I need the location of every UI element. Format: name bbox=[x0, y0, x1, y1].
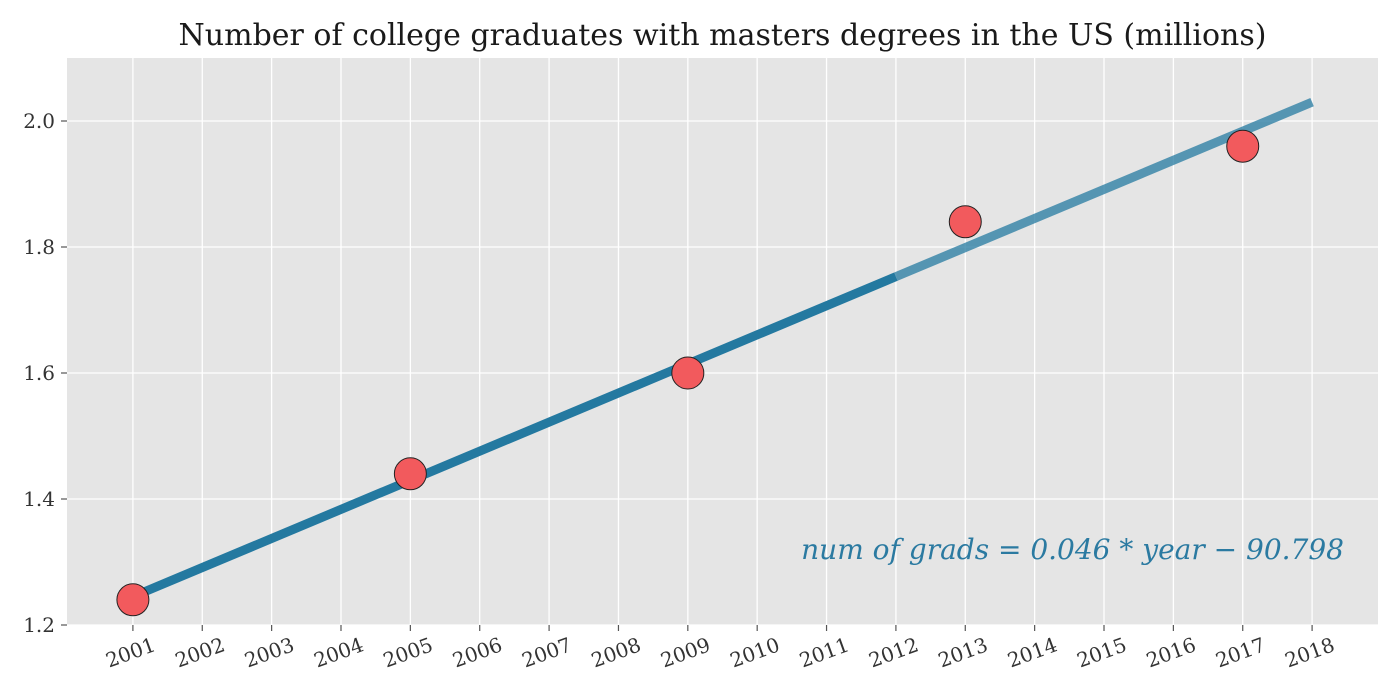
x-tick-label: 2011 bbox=[796, 632, 852, 672]
x-axis-ticks: 2001 2002 2003 2004 2005 2006 2007 2008 2009 2010… bbox=[102, 625, 1338, 672]
data-point bbox=[948, 205, 982, 239]
grid bbox=[67, 58, 1378, 626]
y-axis-ticks: 1.2 1.4 1.6 1.8 2.0 bbox=[23, 109, 67, 637]
x-tick-label: 2006 bbox=[449, 632, 505, 672]
x-tick-label: 2015 bbox=[1074, 632, 1130, 672]
data-point bbox=[1226, 129, 1260, 163]
x-tick-label: 2007 bbox=[519, 632, 575, 672]
y-tick-label: 1.4 bbox=[23, 487, 55, 511]
x-tick-label: 2003 bbox=[241, 632, 297, 672]
data-point bbox=[393, 457, 427, 491]
data-point bbox=[671, 356, 705, 390]
x-tick-label: 2012 bbox=[865, 632, 921, 672]
x-tick-label: 2017 bbox=[1212, 632, 1268, 672]
x-tick-label: 2009 bbox=[657, 632, 713, 672]
data-points bbox=[116, 129, 1260, 617]
x-tick-label: 2016 bbox=[1143, 632, 1199, 672]
fit-line-solid bbox=[131, 272, 898, 601]
x-tick-label: 2010 bbox=[727, 632, 783, 672]
y-tick-label: 1.8 bbox=[23, 235, 55, 259]
y-tick-label: 1.6 bbox=[23, 361, 55, 385]
x-tick-label: 2014 bbox=[1004, 632, 1060, 672]
chart-title: Number of college graduates with masters… bbox=[179, 18, 1267, 53]
x-tick-label: 2002 bbox=[172, 632, 228, 672]
x-tick-label: 2018 bbox=[1282, 632, 1338, 672]
data-point bbox=[116, 583, 150, 617]
y-tick-label: 2.0 bbox=[23, 109, 55, 133]
x-tick-label: 2004 bbox=[311, 632, 367, 672]
x-tick-label: 2005 bbox=[380, 632, 436, 672]
x-tick-label: 2013 bbox=[935, 632, 991, 672]
regression-equation: num of grads = 0.046 * year − 90.798 bbox=[801, 533, 1344, 566]
x-tick-label: 2001 bbox=[102, 632, 158, 672]
x-tick-label: 2008 bbox=[588, 632, 644, 672]
y-tick-label: 1.2 bbox=[23, 613, 55, 637]
